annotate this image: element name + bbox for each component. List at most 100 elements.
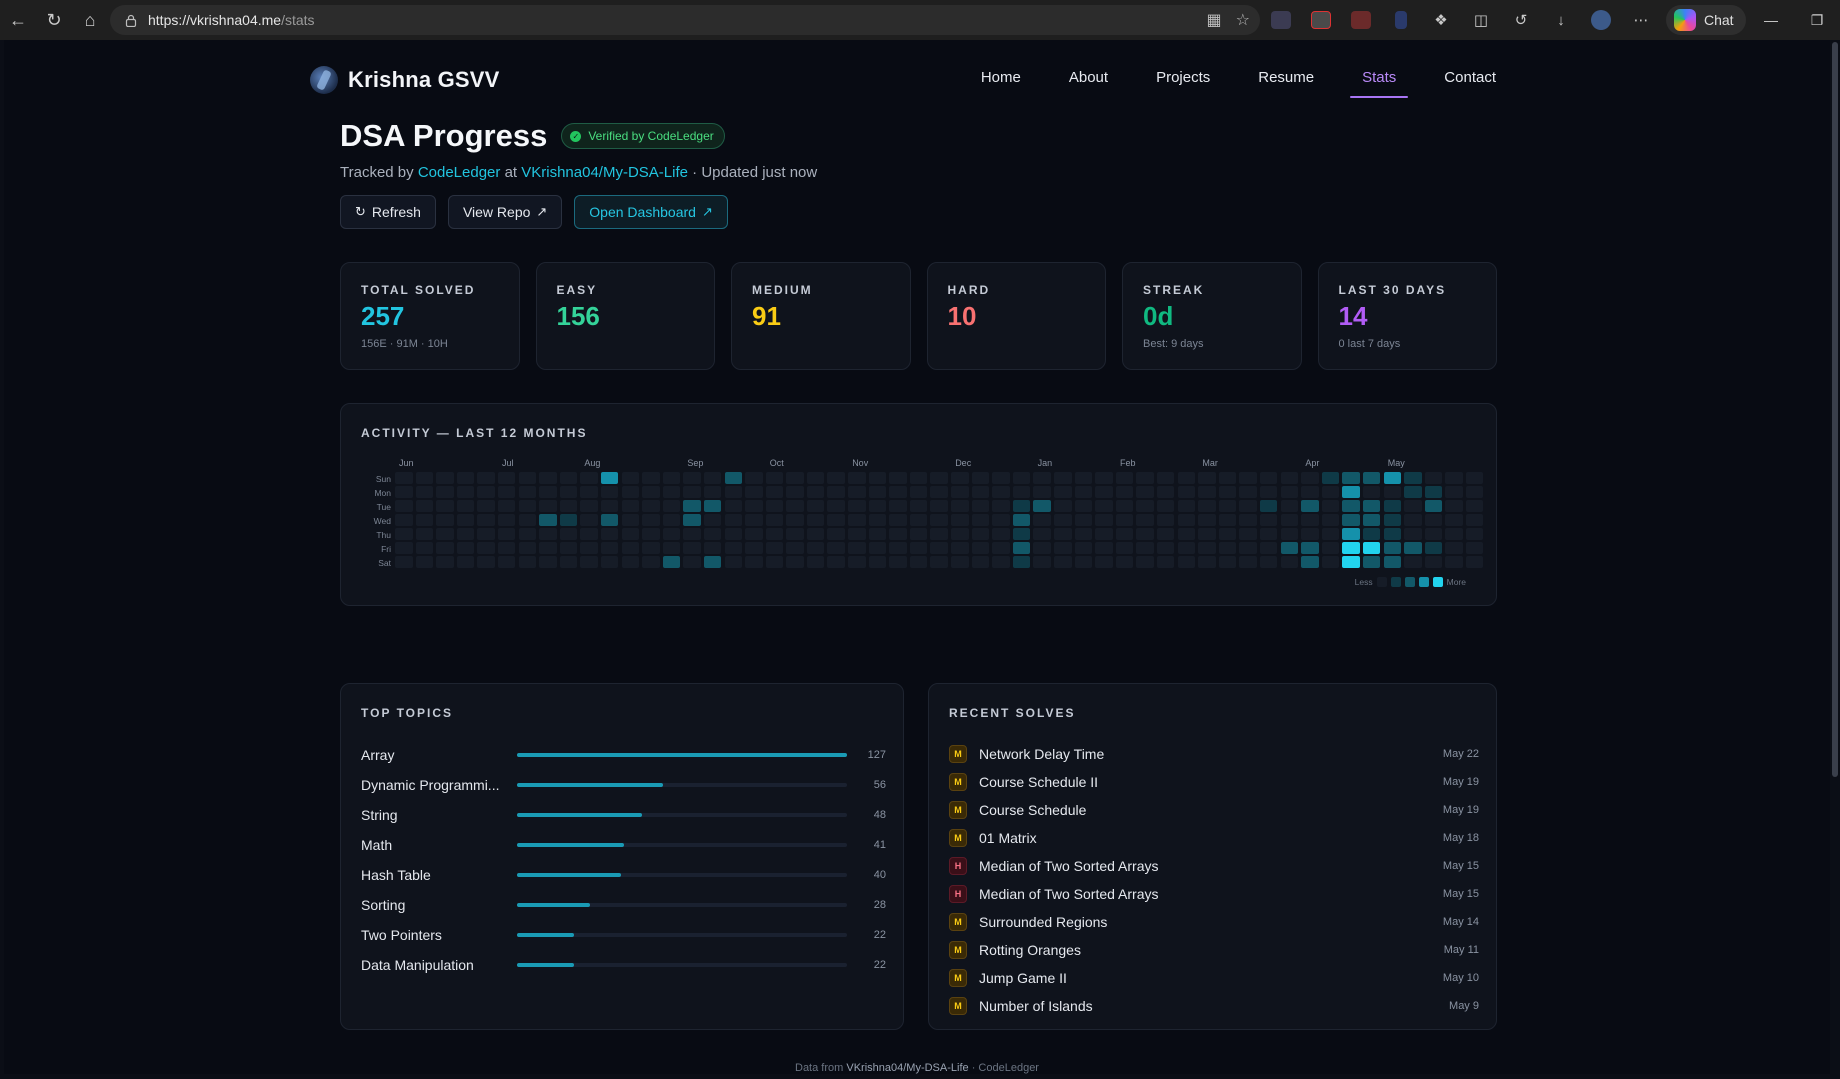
activity-cell xyxy=(1136,514,1154,526)
stat-card-easy: EASY 156 xyxy=(535,262,715,370)
nav-link-home[interactable]: Home xyxy=(980,68,1021,86)
activity-cell xyxy=(1445,500,1463,512)
activity-cell xyxy=(1404,514,1422,526)
activity-cell xyxy=(477,556,495,568)
activity-cell xyxy=(1259,556,1278,568)
apps-icon[interactable]: ▦ xyxy=(1206,12,1222,29)
activity-cell xyxy=(971,486,990,498)
recent-solve-row[interactable]: M Course Schedule May 19 xyxy=(949,796,1479,824)
activity-cell xyxy=(1198,542,1216,554)
recent-solve-row[interactable]: M 01 Matrix May 18 xyxy=(949,824,1479,852)
nav-link-stats[interactable]: Stats xyxy=(1338,63,1420,98)
brand[interactable]: Krishna GSVV xyxy=(310,66,500,94)
more-menu-icon[interactable]: ⋯ xyxy=(1633,12,1649,29)
download-icon[interactable]: ↓ xyxy=(1557,11,1565,29)
reload-icon[interactable]: ↻ xyxy=(46,9,62,30)
refresh-button[interactable]: ↻ Refresh xyxy=(340,195,436,229)
activity-cell xyxy=(971,514,990,526)
favorite-star-icon[interactable]: ☆ xyxy=(1235,12,1250,29)
recent-solve-row[interactable]: H Median of Two Sorted Arrays May 15 xyxy=(949,852,1479,880)
stat-value: 0d xyxy=(1143,301,1174,331)
activity-cell xyxy=(703,472,722,484)
activity-cell xyxy=(456,542,475,554)
activity-cell xyxy=(992,556,1010,568)
activity-cell xyxy=(992,472,1010,484)
activity-cell xyxy=(703,556,722,568)
url-path: /stats xyxy=(281,12,315,28)
activity-cell xyxy=(415,528,434,540)
activity-cell xyxy=(1404,528,1422,540)
activity-cell xyxy=(1156,556,1175,568)
activity-cell xyxy=(868,556,887,568)
recent-solve-row[interactable]: M Surrounded Regions May 14 xyxy=(949,908,1479,936)
puzzle-icon[interactable]: ❖ xyxy=(1434,12,1448,29)
activity-cell xyxy=(1074,500,1093,512)
codeledger-link[interactable]: CodeLedger xyxy=(417,164,501,181)
activity-cell xyxy=(559,542,578,554)
activity-cell xyxy=(765,472,784,484)
recent-solve-row[interactable]: M Rotting Oranges May 11 xyxy=(949,936,1479,964)
activity-cell xyxy=(1177,542,1196,554)
activity-cell xyxy=(1239,472,1257,484)
activity-cell xyxy=(745,472,763,484)
activity-cell xyxy=(806,542,825,554)
back-icon[interactable]: ← xyxy=(9,9,27,30)
activity-cell xyxy=(456,514,475,526)
activity-cell xyxy=(662,486,681,498)
extension-icon[interactable] xyxy=(1262,0,1300,40)
month-label: Sep xyxy=(687,458,704,468)
address-bar[interactable]: https://vkrishna04.me/stats ▦ ☆ xyxy=(110,5,1260,35)
profile-avatar[interactable] xyxy=(1582,0,1620,40)
activity-cell xyxy=(1239,528,1257,540)
action-buttons: ↻ Refresh View Repo ↗ Open Dashboard ↗ xyxy=(340,195,728,229)
activity-cell xyxy=(642,514,660,526)
topic-bar-fill xyxy=(517,903,590,907)
tracking-info: Tracked by CodeLedger at VKrishna04/My-D… xyxy=(340,164,817,181)
topic-count: 127 xyxy=(867,749,886,761)
nav-link-resume[interactable]: Resume xyxy=(1258,68,1315,86)
nav-link-projects[interactable]: Projects xyxy=(1156,68,1211,86)
activity-cell xyxy=(1362,542,1381,554)
difficulty-badge: H xyxy=(949,857,967,875)
activity-cell xyxy=(1218,486,1237,498)
recent-solve-row[interactable]: M Course Schedule II May 19 xyxy=(949,768,1479,796)
scrollbar[interactable] xyxy=(1832,42,1838,777)
view-repo-button[interactable]: View Repo ↗ xyxy=(447,195,563,229)
open-dashboard-button[interactable]: Open Dashboard ↗ xyxy=(574,195,728,229)
activity-cell xyxy=(889,542,907,554)
activity-cell xyxy=(1218,514,1237,526)
repo-link[interactable]: VKrishna04/My-DSA-Life xyxy=(521,164,688,181)
activity-cell xyxy=(1136,528,1154,540)
month-label: Feb xyxy=(1120,458,1136,468)
restore-icon[interactable]: ❐ xyxy=(1810,11,1824,28)
home-icon[interactable]: ⌂ xyxy=(84,9,96,30)
activity-cell xyxy=(477,542,495,554)
nav-link-about[interactable]: About xyxy=(1068,68,1109,86)
recent-solve-row[interactable]: M Network Delay Time May 22 xyxy=(949,740,1479,768)
activity-cell xyxy=(827,514,845,526)
activity-cell xyxy=(1156,500,1175,512)
history-icon[interactable]: ↺ xyxy=(1514,12,1528,29)
activity-cell xyxy=(683,486,701,498)
recent-solve-row[interactable]: H Median of Two Sorted Arrays May 15 xyxy=(949,880,1479,908)
extension-icon[interactable] xyxy=(1302,0,1340,40)
recent-solve-row[interactable]: M Jump Game II May 10 xyxy=(949,964,1479,992)
activity-cell xyxy=(745,514,763,526)
footer-repo-link[interactable]: VKrishna04/My-DSA-Life xyxy=(846,1062,969,1074)
topic-bar-fill xyxy=(517,963,575,967)
activity-cell xyxy=(621,556,640,568)
recent-solve-row[interactable]: M Number of Islands May 9 xyxy=(949,992,1479,1020)
extension-icon[interactable] xyxy=(1382,0,1420,40)
legend-swatch xyxy=(1418,577,1429,587)
nav-link-contact[interactable]: Contact xyxy=(1444,68,1496,86)
activity-cell xyxy=(745,542,763,554)
extension-icon[interactable] xyxy=(1342,0,1380,40)
activity-cell xyxy=(539,556,557,568)
activity-cell xyxy=(971,556,990,568)
month-label: May xyxy=(1387,458,1405,468)
minimize-icon[interactable]: — xyxy=(1764,12,1778,28)
split-screen-icon[interactable]: ◫ xyxy=(1473,12,1489,29)
activity-cell xyxy=(415,472,434,484)
url-host: https://vkrishna04.me xyxy=(148,12,282,28)
copilot-chat-button[interactable]: Chat xyxy=(1666,5,1746,35)
